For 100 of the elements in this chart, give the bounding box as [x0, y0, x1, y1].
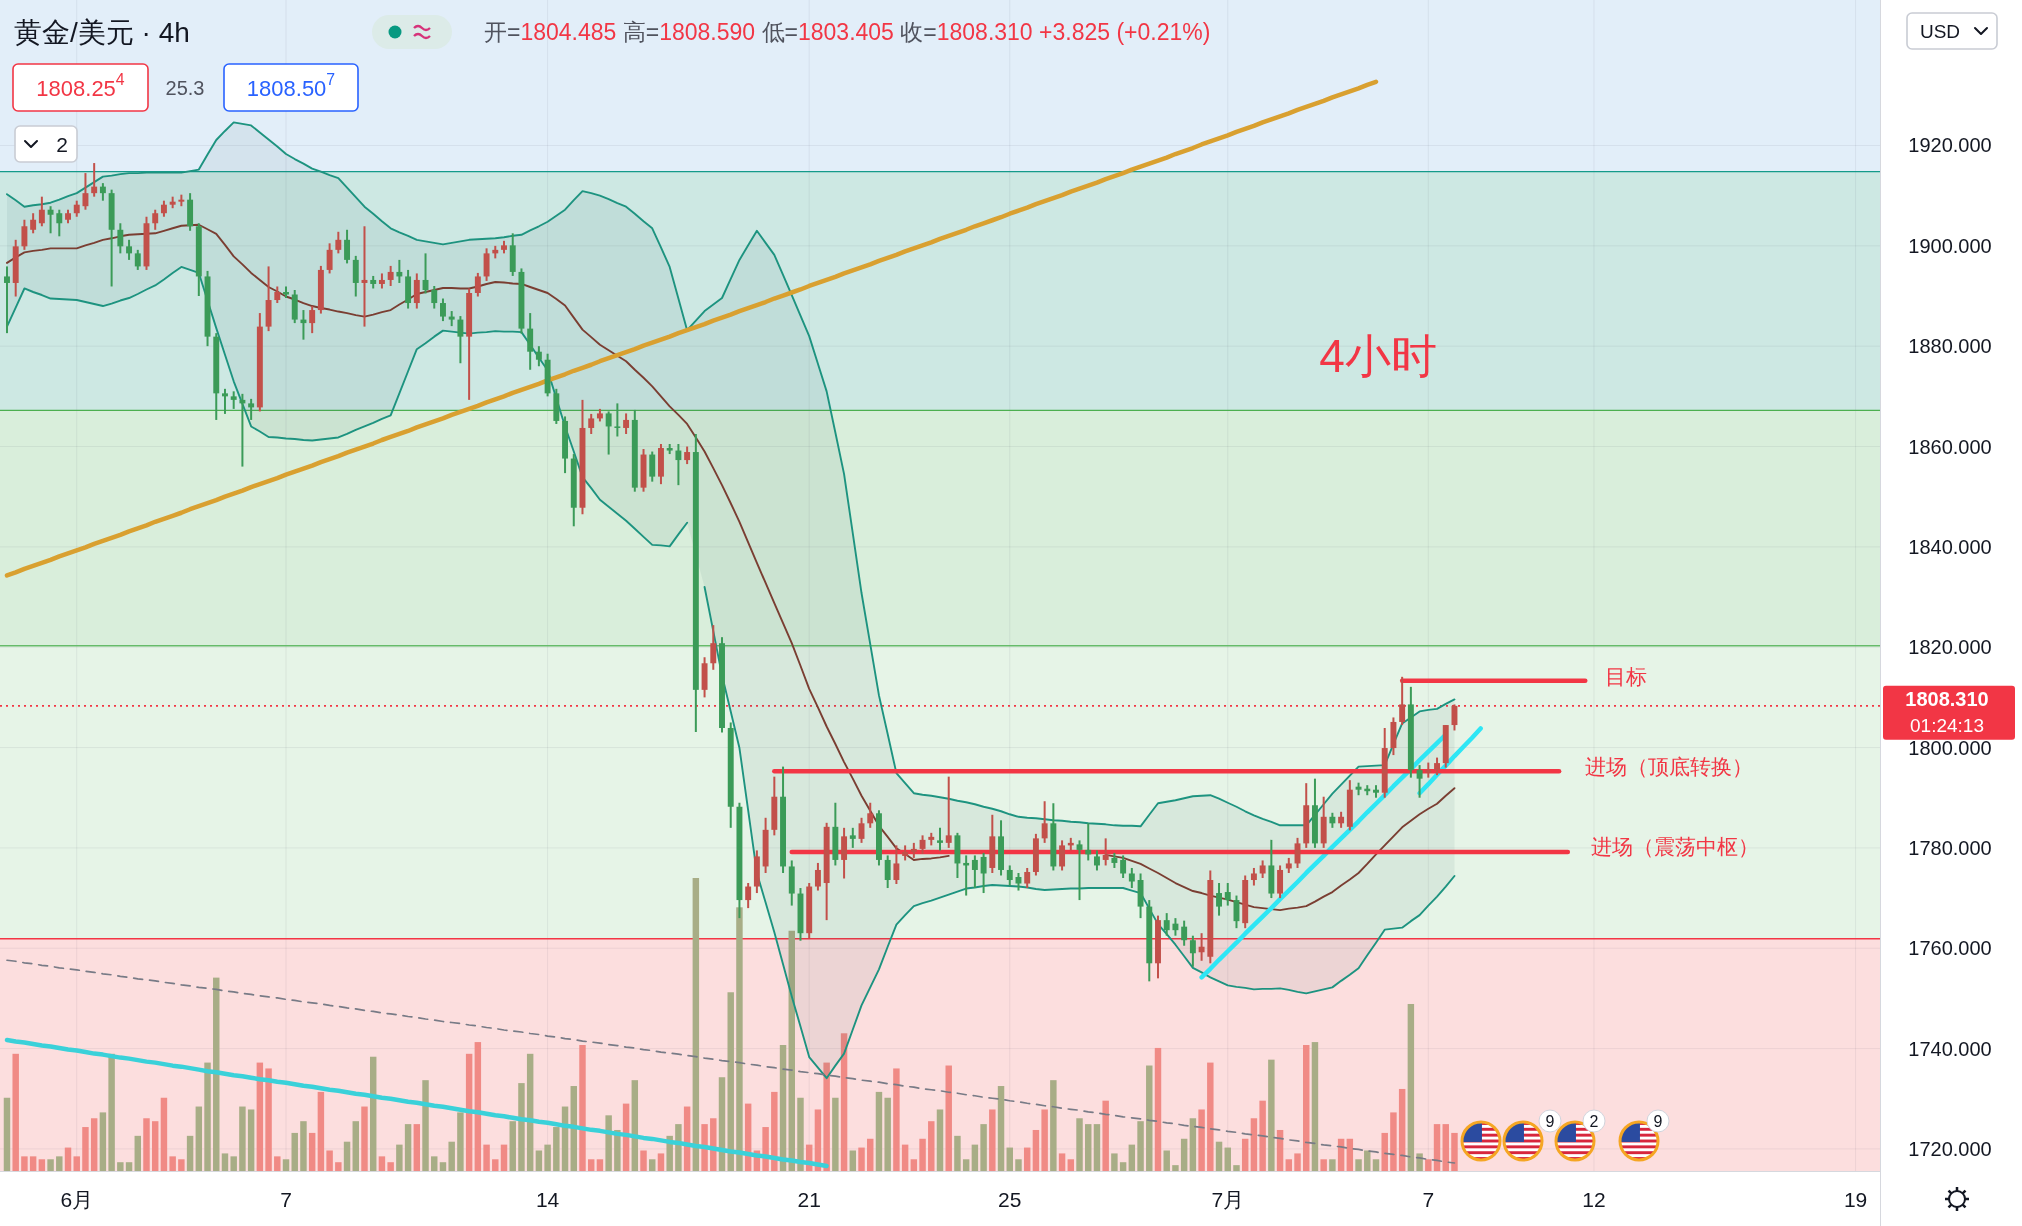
bar	[1329, 1159, 1336, 1171]
x-tick-label: 7月	[1211, 1187, 1245, 1211]
candlestick	[134, 248, 141, 271]
candlestick	[1216, 882, 1222, 917]
bar	[343, 1141, 351, 1171]
bar	[875, 1091, 883, 1171]
ref-line-label: 1808.310	[1905, 687, 1989, 710]
y-tick-label: 1740.000	[1908, 1037, 1992, 1060]
bar	[99, 1112, 107, 1171]
bar	[823, 1062, 830, 1171]
bar	[300, 1121, 307, 1171]
bar	[1442, 1124, 1449, 1171]
bar	[378, 1156, 386, 1171]
bar	[901, 1144, 909, 1171]
bar	[1146, 1065, 1153, 1171]
candlestick	[649, 450, 656, 483]
y-tick-label: 1760.000	[1908, 937, 1992, 960]
bar	[1215, 1141, 1223, 1171]
bar	[151, 1121, 159, 1171]
bar	[82, 1127, 89, 1171]
candlestick	[1076, 839, 1083, 902]
bar	[291, 1132, 298, 1171]
y-tick-label: 1840.000	[1908, 535, 1992, 558]
bar	[989, 1109, 996, 1171]
bar	[1224, 1147, 1231, 1171]
candlestick	[1024, 866, 1031, 890]
candlestick	[971, 854, 978, 890]
bar	[204, 1062, 211, 1171]
x-tick-label: 12	[1582, 1187, 1606, 1211]
bar	[1137, 1121, 1144, 1171]
bar	[1093, 1124, 1101, 1171]
bar	[413, 1124, 421, 1171]
bar	[282, 1159, 290, 1171]
bar	[840, 1033, 848, 1171]
x-tick-label: 7	[1422, 1187, 1435, 1211]
bar	[544, 1144, 551, 1171]
bar	[849, 1150, 857, 1171]
candlestick	[814, 861, 821, 892]
bar	[352, 1121, 359, 1171]
bar	[1189, 1118, 1197, 1171]
bar	[962, 1159, 970, 1171]
bar	[701, 1124, 708, 1171]
candlestick	[1059, 839, 1066, 872]
candlestick	[248, 397, 255, 421]
bar	[1372, 1159, 1380, 1171]
bar	[1390, 1112, 1397, 1171]
bar	[1163, 1150, 1170, 1171]
bar	[500, 1144, 508, 1171]
bar	[867, 1138, 874, 1171]
candlestick	[82, 172, 89, 211]
bar	[125, 1162, 133, 1171]
bar	[1398, 1088, 1406, 1171]
bar	[274, 1156, 281, 1171]
bar	[1250, 1118, 1258, 1171]
bar	[928, 1121, 935, 1171]
bar	[134, 1135, 141, 1171]
candlestick	[919, 834, 926, 855]
bar	[640, 1150, 647, 1171]
candlestick	[1163, 912, 1170, 937]
bar	[73, 1156, 80, 1171]
candlestick	[614, 402, 621, 438]
bar	[832, 1097, 839, 1171]
bar	[535, 1150, 543, 1171]
candlestick	[56, 208, 63, 238]
candlestick	[1277, 864, 1284, 900]
annotation: 1808.50$^{7}$	[246, 71, 336, 101]
bar	[396, 1144, 403, 1171]
candlestick	[457, 315, 464, 365]
y-tick-label: 1920.000	[1908, 134, 1992, 157]
candlestick	[1399, 675, 1406, 726]
y-tick-label: 1720.000	[1908, 1137, 1992, 1160]
candlestick	[1093, 849, 1100, 872]
candlestick	[152, 208, 159, 231]
candlestick	[605, 410, 612, 456]
text: USD	[1919, 20, 1961, 42]
bar	[483, 1144, 490, 1171]
bar	[1285, 1159, 1293, 1171]
bar	[474, 1042, 482, 1171]
bar	[657, 1153, 665, 1171]
y-tick-label: 1800.000	[1908, 736, 1992, 759]
bar	[90, 1118, 98, 1171]
candlestick	[945, 775, 952, 849]
y-tick-label: 1820.000	[1908, 636, 1992, 659]
bar	[797, 1097, 804, 1171]
bar	[1041, 1109, 1048, 1171]
bar	[431, 1156, 438, 1171]
bar	[771, 1091, 778, 1171]
candlestick	[1102, 837, 1109, 867]
text: 黄金/美元 · 4h	[14, 16, 190, 48]
candlestick	[1041, 800, 1048, 844]
candlestick	[867, 801, 874, 829]
bar	[1407, 1003, 1415, 1171]
x-tick-label: 7	[280, 1187, 292, 1211]
bar	[954, 1135, 961, 1171]
bar	[1241, 1138, 1249, 1171]
bar	[1259, 1100, 1266, 1171]
bar	[1416, 1153, 1423, 1171]
bar	[21, 1156, 28, 1171]
bar	[858, 1147, 865, 1171]
bar	[117, 1162, 124, 1171]
